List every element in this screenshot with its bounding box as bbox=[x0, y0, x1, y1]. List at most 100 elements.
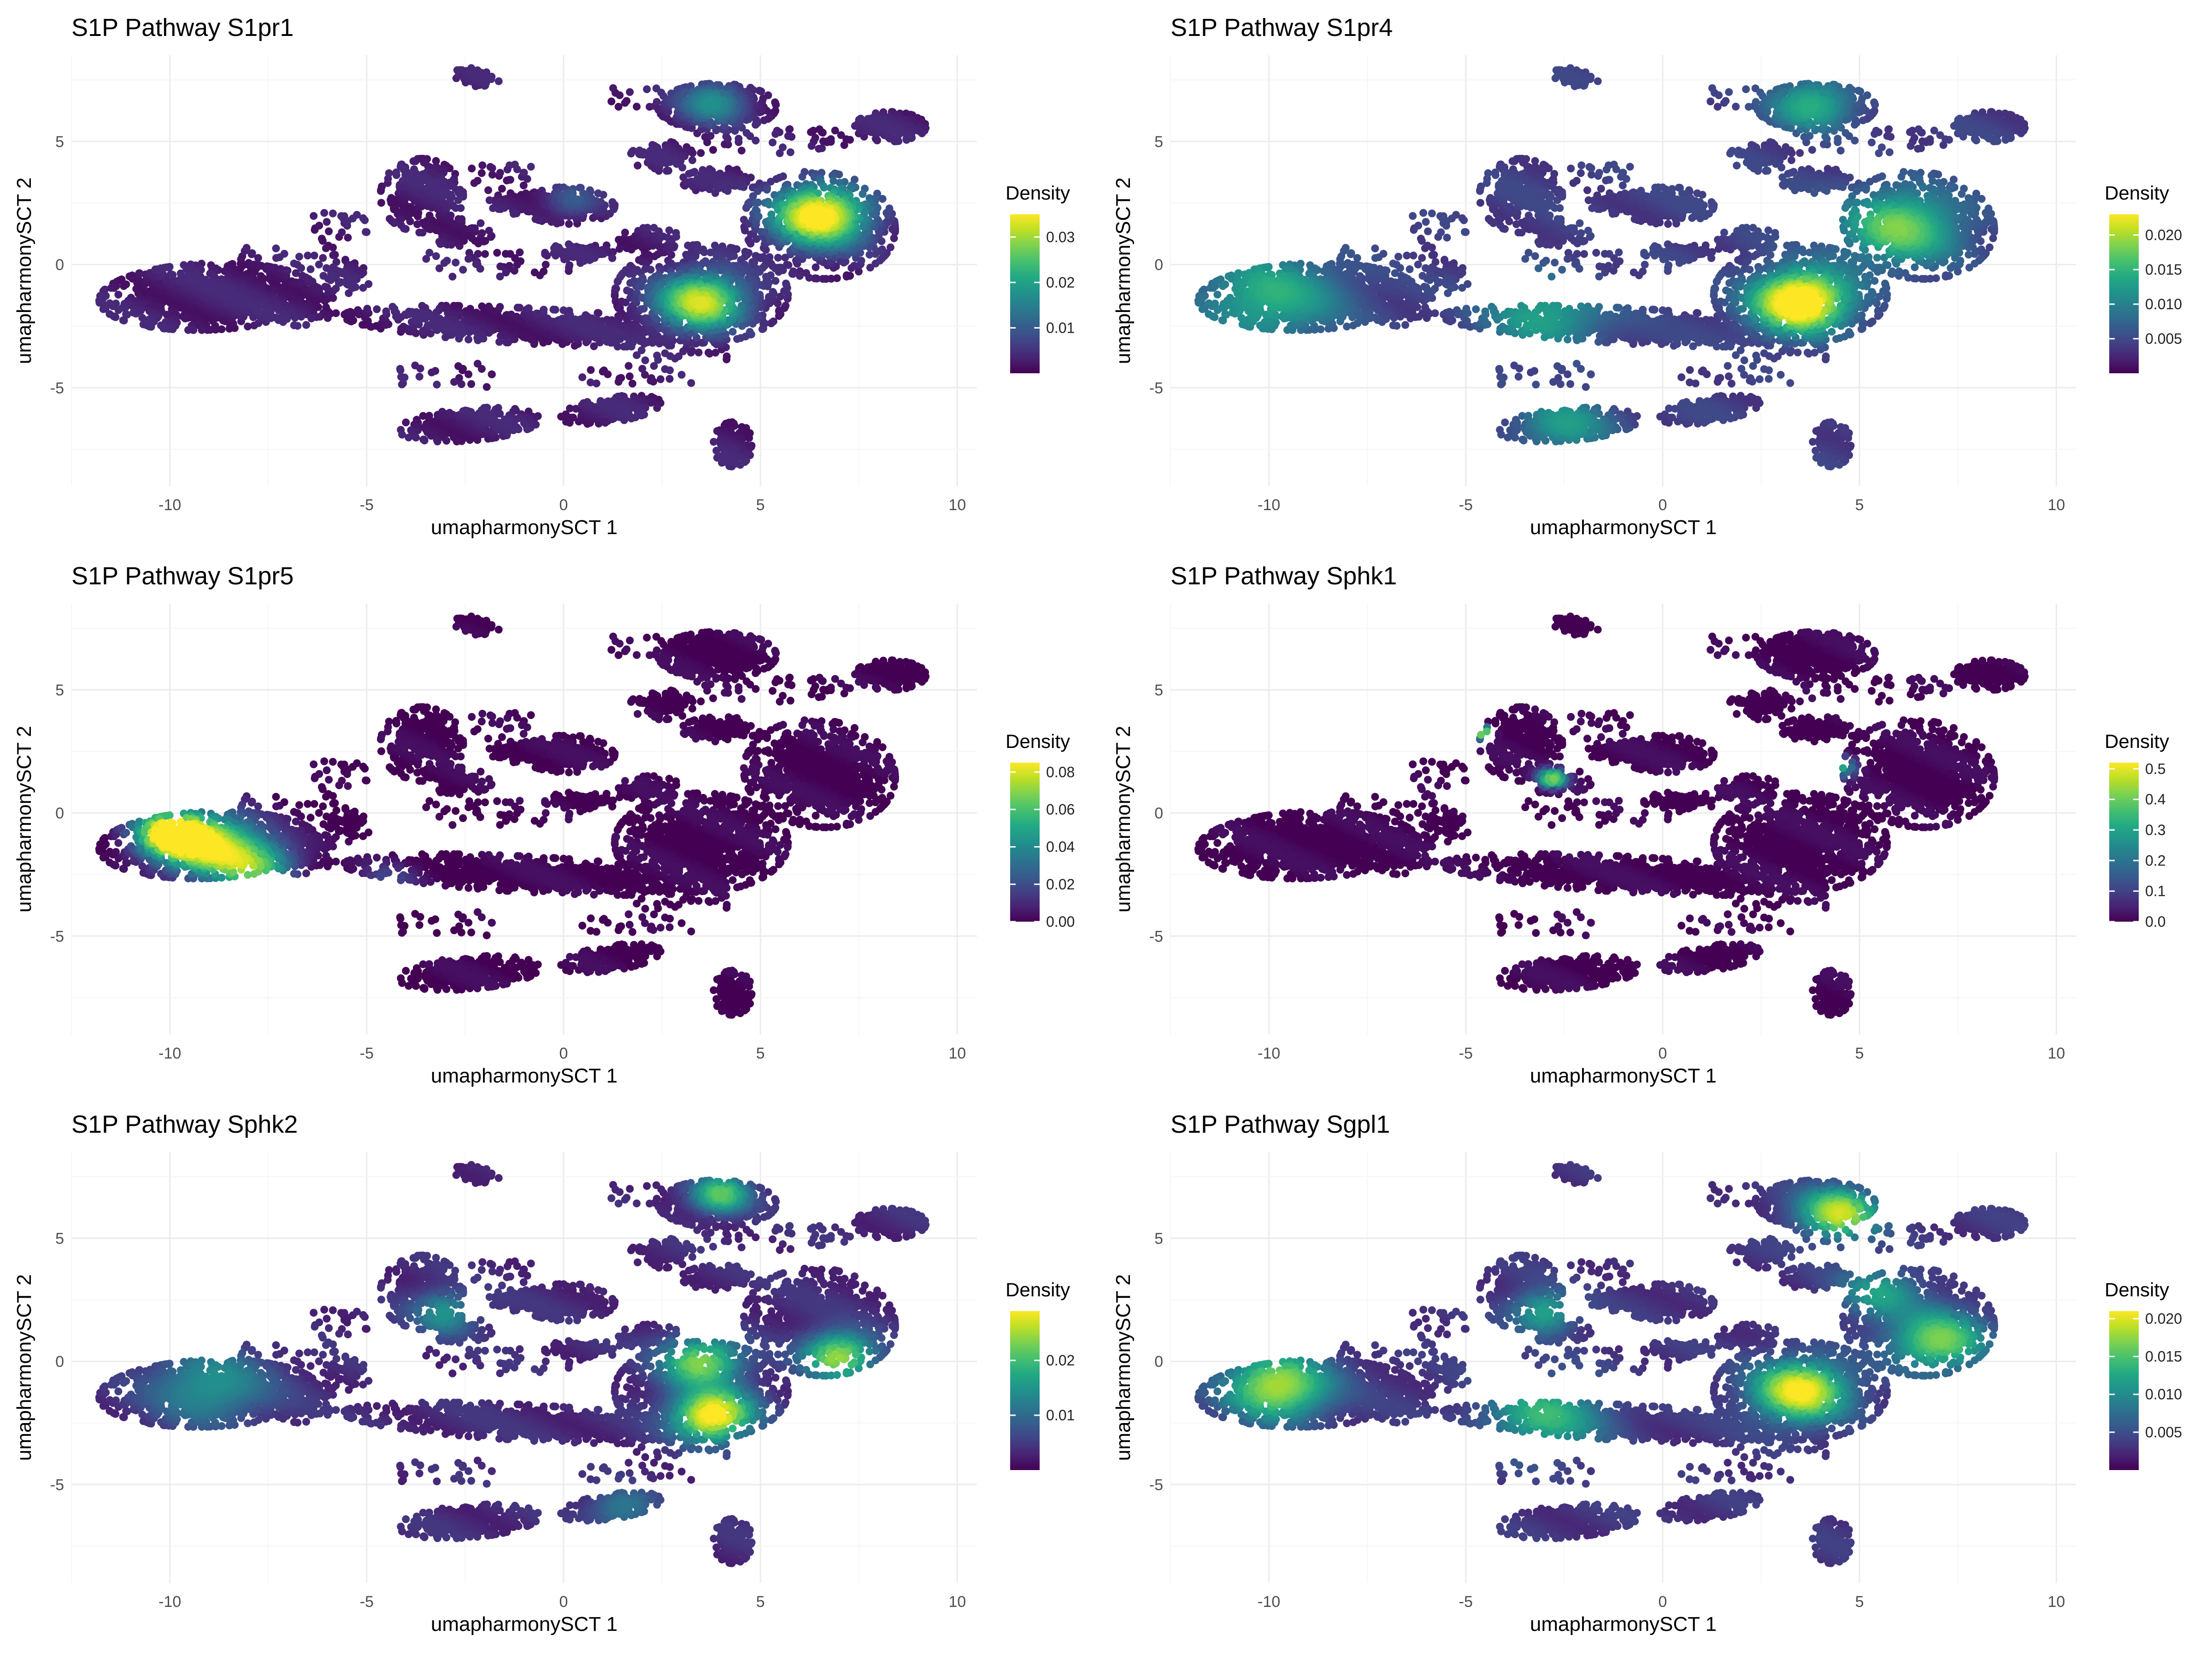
cell-point bbox=[857, 115, 865, 123]
cell-point bbox=[612, 285, 620, 293]
cell-point bbox=[586, 256, 594, 264]
cell-point bbox=[665, 167, 672, 175]
cell-point bbox=[638, 347, 646, 354]
cell-point bbox=[413, 220, 421, 228]
cell-point bbox=[710, 438, 718, 446]
cell-point bbox=[220, 289, 228, 297]
cell-point bbox=[382, 307, 390, 315]
cell-point bbox=[516, 248, 524, 256]
cell-point bbox=[626, 88, 634, 96]
cell-point bbox=[421, 436, 429, 444]
cell-point bbox=[310, 212, 318, 220]
cell-point bbox=[524, 425, 531, 433]
cell-point bbox=[779, 143, 787, 151]
cell-point bbox=[618, 271, 626, 279]
cell-point bbox=[315, 261, 323, 269]
cell-point bbox=[562, 418, 570, 426]
cell-point bbox=[436, 240, 444, 248]
cell-point bbox=[735, 135, 742, 143]
cell-point bbox=[440, 188, 447, 196]
cell-point bbox=[608, 254, 616, 262]
cell-point bbox=[478, 229, 486, 237]
cell-point bbox=[359, 284, 367, 292]
cell-point bbox=[329, 251, 337, 259]
cell-point bbox=[724, 187, 731, 195]
cell-point bbox=[784, 132, 792, 140]
cell-point bbox=[506, 250, 514, 258]
points bbox=[95, 64, 930, 471]
cell-point bbox=[678, 371, 686, 379]
cell-point bbox=[796, 272, 804, 280]
cell-point bbox=[536, 271, 544, 279]
cell-point bbox=[488, 371, 496, 378]
cell-point bbox=[415, 229, 423, 236]
cell-point bbox=[484, 186, 492, 194]
cell-point bbox=[453, 438, 461, 446]
cell-point bbox=[542, 261, 550, 269]
cell-point bbox=[884, 125, 892, 133]
cell-point bbox=[465, 371, 472, 378]
cell-point bbox=[181, 315, 189, 323]
cell-point bbox=[406, 218, 414, 225]
cell-point bbox=[846, 136, 854, 144]
cell-point bbox=[907, 134, 915, 142]
cell-point bbox=[705, 349, 712, 357]
cell-point bbox=[343, 277, 351, 285]
cell-point bbox=[228, 293, 236, 300]
cell-point bbox=[752, 121, 759, 129]
cell-point bbox=[609, 198, 617, 206]
cell-point bbox=[621, 229, 629, 236]
cell-point bbox=[416, 373, 424, 381]
cell-point bbox=[643, 85, 651, 93]
cell-point bbox=[304, 252, 312, 259]
cell-point bbox=[805, 274, 813, 282]
cell-point bbox=[115, 306, 123, 314]
cell-point bbox=[688, 169, 696, 176]
cell-point bbox=[489, 204, 497, 212]
cell-point bbox=[812, 264, 820, 271]
cell-point bbox=[520, 333, 528, 341]
cell-point bbox=[742, 424, 750, 432]
cell-point bbox=[456, 242, 464, 250]
cell-point bbox=[530, 340, 538, 348]
cell-point bbox=[633, 103, 641, 111]
cell-point bbox=[177, 270, 185, 277]
cell-point bbox=[625, 362, 633, 370]
cell-point bbox=[541, 249, 549, 257]
cell-point bbox=[346, 317, 354, 325]
cell-point bbox=[496, 263, 504, 271]
cell-point bbox=[525, 304, 533, 312]
cell-point bbox=[570, 249, 578, 257]
cell-point bbox=[347, 308, 354, 316]
cell-point bbox=[243, 244, 251, 252]
cell-point bbox=[415, 177, 423, 185]
cell-point bbox=[454, 362, 462, 370]
cell-point bbox=[495, 77, 503, 85]
cell-point bbox=[165, 263, 173, 271]
cell-point bbox=[594, 309, 601, 317]
cell-point bbox=[212, 285, 220, 293]
cell-point bbox=[787, 148, 794, 156]
cell-point bbox=[147, 323, 155, 331]
cell-point bbox=[709, 146, 717, 154]
cell-point bbox=[400, 374, 408, 382]
cell-point bbox=[322, 244, 330, 252]
cell-point bbox=[349, 215, 357, 223]
cell-point bbox=[578, 373, 586, 381]
cell-point bbox=[666, 158, 674, 166]
cell-point bbox=[539, 339, 547, 347]
cell-point bbox=[665, 226, 673, 234]
cell-point bbox=[782, 302, 789, 310]
cell-point bbox=[290, 321, 298, 329]
cell-point bbox=[843, 271, 851, 279]
cell-point bbox=[452, 259, 459, 266]
cell-point bbox=[613, 403, 621, 411]
cell-point bbox=[361, 216, 369, 224]
cell-point bbox=[502, 339, 510, 347]
cell-point bbox=[120, 282, 128, 290]
cell-point bbox=[184, 272, 192, 280]
cell-point bbox=[831, 127, 839, 135]
cell-point bbox=[432, 252, 440, 260]
cell-point bbox=[478, 406, 486, 414]
cell-point bbox=[666, 366, 674, 374]
